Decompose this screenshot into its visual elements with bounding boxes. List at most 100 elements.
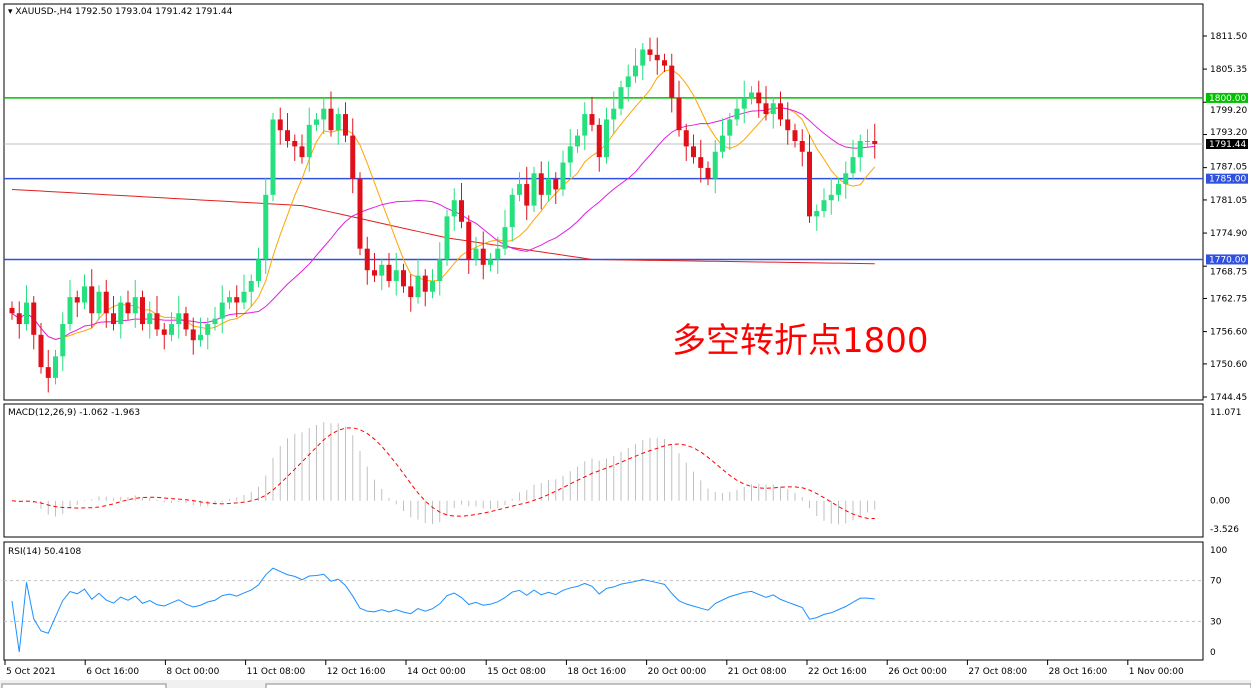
candle-body — [850, 157, 856, 174]
candle-body — [16, 313, 22, 325]
candle-body — [415, 275, 421, 298]
chart-header: ▾ XAUUSD-,H4 1792.50 1793.04 1791.42 179… — [8, 7, 233, 17]
candle-body — [669, 65, 675, 98]
candle-body — [705, 167, 711, 179]
candle-body — [807, 151, 812, 217]
candle-body — [828, 194, 834, 201]
candle-body — [422, 275, 428, 292]
candle-body — [633, 65, 638, 77]
candle-body — [567, 146, 573, 163]
candle-body — [241, 291, 247, 303]
candle-body — [799, 140, 805, 152]
candle-body — [364, 248, 370, 271]
candle-body — [335, 114, 341, 131]
price-tick: 1774.90 — [1210, 229, 1247, 239]
chart-tab[interactable] — [265, 683, 1251, 688]
candle-body — [132, 297, 138, 314]
slow-ma-line — [11, 188, 875, 265]
candle-body — [350, 135, 356, 179]
candle-body — [96, 291, 102, 314]
candle-body — [393, 270, 399, 281]
candle-body — [53, 356, 58, 378]
candle-body — [38, 334, 44, 368]
candle-body — [785, 119, 791, 131]
candle-body — [430, 280, 435, 292]
candle-body — [466, 221, 472, 260]
price-tick: 1793.20 — [1210, 128, 1247, 138]
candle-body — [314, 119, 319, 125]
time-tick: 22 Oct 16:00 — [808, 667, 867, 677]
chart-tab[interactable] — [1, 683, 167, 688]
candle-body — [154, 313, 160, 330]
candle-body — [118, 302, 124, 325]
candle-body — [321, 108, 327, 120]
time-tick: 26 Oct 00:00 — [888, 667, 947, 677]
candle-body — [234, 297, 240, 303]
candle-body — [437, 259, 443, 281]
candle-body — [60, 324, 66, 357]
candle-body — [582, 114, 588, 136]
candle-body — [618, 87, 624, 109]
candle-body — [741, 97, 747, 109]
rsi-tick: 70 — [1210, 577, 1222, 587]
candle-body — [292, 140, 298, 147]
candle-body — [611, 108, 617, 120]
candle-body — [553, 178, 559, 190]
candle-body — [836, 184, 841, 195]
price-tick: 1768.75 — [1210, 267, 1247, 277]
candle-body — [865, 140, 870, 142]
candle-body — [596, 124, 602, 158]
macd-label: MACD(12,26,9) -1.062 -1.963 — [8, 408, 140, 418]
level-label: 1785.00 — [1209, 175, 1246, 185]
time-tick: 21 Oct 08:00 — [728, 667, 787, 677]
candle-body — [843, 173, 849, 185]
candle-body — [125, 302, 131, 314]
candle-body — [502, 227, 508, 249]
candle-body — [147, 313, 153, 325]
candle-body — [111, 313, 116, 325]
price-tick: 1811.50 — [1210, 32, 1247, 42]
candle-body — [560, 162, 566, 190]
main-panel — [3, 3, 1204, 401]
candle-body — [343, 114, 348, 136]
candle-body — [524, 184, 530, 206]
candle-body — [749, 92, 754, 98]
candle-body — [103, 291, 109, 314]
candle-body — [734, 108, 740, 120]
candle-body — [517, 184, 522, 195]
candle-body — [45, 367, 51, 378]
candle-body — [662, 60, 667, 66]
candle-body — [872, 140, 878, 145]
macd-tick: 0.00 — [1210, 497, 1230, 507]
candle-body — [82, 286, 87, 303]
macd-tick: -3.526 — [1210, 525, 1239, 535]
candle-body — [727, 119, 733, 136]
time-tick: 1 Nov 00:00 — [1129, 667, 1184, 677]
candle-body — [451, 200, 457, 217]
candle-body — [720, 135, 725, 152]
candle-body — [31, 302, 37, 335]
price-tick: 1744.45 — [1210, 393, 1247, 403]
annotation-text: 多空转折点1800 — [672, 321, 929, 361]
candle-body — [604, 119, 609, 158]
candle-body — [306, 124, 312, 158]
time-tick: 11 Oct 08:00 — [247, 667, 306, 677]
candle-body — [676, 97, 682, 131]
time-tick: 15 Oct 08:00 — [487, 667, 546, 677]
rsi-tick: 100 — [1210, 546, 1227, 556]
candle-body — [763, 103, 769, 115]
rsi-label: RSI(14) 50.4108 — [8, 547, 81, 557]
candle-body — [546, 178, 551, 195]
candle-body — [691, 146, 696, 158]
price-tick: 1805.35 — [1210, 65, 1247, 75]
price-tick: 1756.60 — [1210, 328, 1247, 338]
candle-body — [190, 329, 196, 341]
macd-signal-line — [11, 427, 875, 520]
price-tick: 1787.05 — [1210, 163, 1247, 173]
candle-body — [263, 194, 269, 260]
candle-body — [212, 318, 218, 325]
candle-body — [379, 264, 385, 276]
macd-tick: 11.071 — [1210, 408, 1242, 418]
candle-body — [814, 210, 820, 217]
